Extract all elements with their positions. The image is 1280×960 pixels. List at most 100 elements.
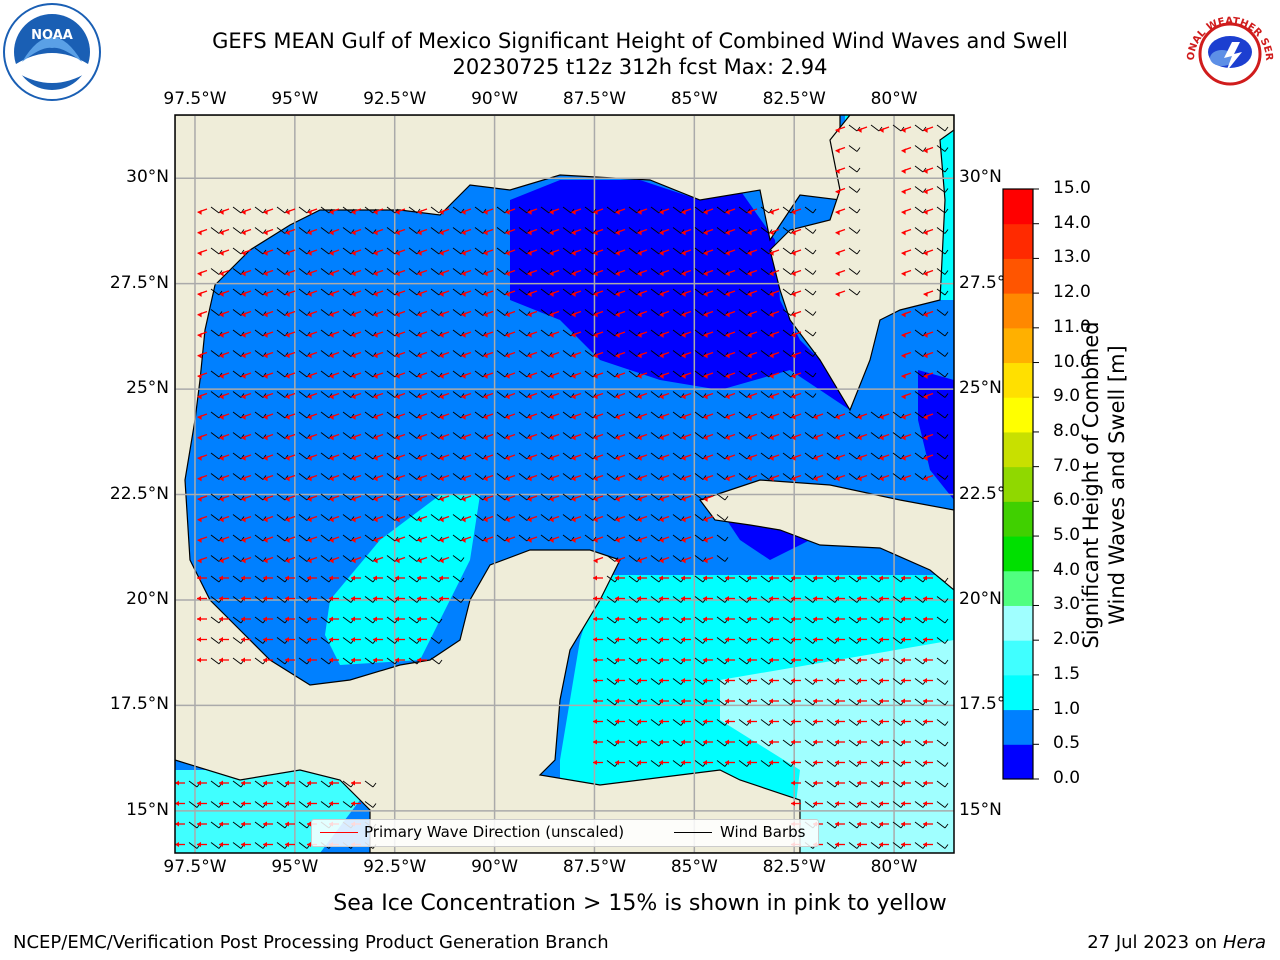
primary-wave-arrowhead: [197, 271, 202, 277]
wind-barb: [637, 329, 663, 338]
wind-barb: [637, 514, 663, 523]
primary-wave-arrowhead: [923, 760, 927, 765]
colorbar-tick-label: 13.0: [1053, 247, 1091, 268]
wind-barb: [263, 288, 289, 297]
wind-barb-staff: [276, 309, 289, 316]
primary-wave-arrowhead: [615, 698, 619, 704]
wind-barb: [307, 329, 333, 338]
wind-barb: [197, 288, 223, 297]
wind-barb-staff: [210, 309, 223, 316]
wind-barb: [571, 432, 597, 441]
primary-wave-arrowhead: [901, 678, 905, 683]
primary-wave-arrowhead: [373, 517, 378, 523]
primary-wave-arrowhead: [681, 250, 686, 256]
wind-barb-staff: [914, 411, 927, 419]
wind-barb-staff: [298, 493, 311, 501]
wind-barb-staff: [628, 288, 641, 296]
wind-barb: [351, 309, 377, 318]
primary-wave-arrowhead: [219, 209, 224, 215]
wind-barb: [791, 309, 817, 318]
wind-barb: [527, 432, 553, 441]
wind-barb-staff: [320, 227, 333, 234]
wind-barb: [527, 534, 553, 543]
wind-barb: [439, 555, 465, 564]
wind-barb-staff: [804, 247, 817, 255]
wind-barb-staff: [584, 411, 597, 419]
primary-wave-arrowhead: [351, 537, 356, 543]
wind-barb-staff: [760, 350, 773, 357]
primary-wave-arrowhead: [747, 291, 752, 297]
wind-barb: [263, 391, 289, 400]
primary-wave-arrowhead: [527, 414, 532, 420]
wind-barb: [703, 411, 729, 420]
wind-barb: [703, 370, 729, 379]
primary-wave-arrowhead: [879, 780, 883, 786]
primary-wave-arrowhead: [769, 209, 774, 215]
wind-barb: [219, 514, 245, 523]
map-frame: [174, 114, 955, 854]
wind-barb: [285, 452, 311, 461]
primary-wave-arrowhead: [703, 353, 708, 359]
wind-barb: [681, 247, 707, 256]
wind-barb-staff: [232, 534, 245, 542]
wind-barb-staff: [782, 432, 795, 439]
wind-barb: [681, 227, 707, 236]
wind-barb-staff: [694, 411, 707, 419]
primary-wave-arrowhead: [615, 496, 620, 502]
wind-barb-staff: [936, 186, 949, 193]
primary-wave-arrowhead: [879, 127, 884, 133]
wind-barb-staff: [716, 370, 729, 378]
wind-barb-staff: [298, 227, 311, 234]
wind-barb: [417, 391, 443, 400]
primary-wave-arrowhead: [681, 678, 685, 683]
primary-wave-arrowhead: [681, 332, 686, 338]
wind-barb: [307, 555, 333, 564]
wind-barb-staff: [694, 309, 707, 316]
wind-barb-staff: [364, 452, 377, 460]
wind-barb: [923, 616, 949, 624]
wind-barb-staff: [826, 452, 839, 460]
primary-wave-arrowhead: [395, 230, 400, 236]
primary-wave-arrowhead: [439, 558, 444, 564]
primary-wave-arrowhead: [615, 230, 620, 236]
wind-barb: [373, 534, 399, 543]
primary-wave-arrowhead: [483, 250, 488, 256]
wind-barb: [241, 329, 267, 338]
primary-wave-arrowhead: [923, 821, 927, 827]
wind-barb-staff: [540, 247, 553, 255]
wind-barb-staff: [254, 555, 267, 562]
wind-barb: [307, 432, 333, 441]
primary-wave-arrowhead: [813, 719, 817, 724]
wind-barb-staff: [716, 473, 729, 480]
primary-wave-arrowhead: [395, 209, 400, 215]
wind-barb-staff: [452, 534, 465, 542]
wind-barb-staff: [232, 350, 245, 357]
wind-barb: [483, 514, 509, 523]
wind-barb-staff: [782, 206, 795, 214]
primary-wave-arrowhead: [373, 476, 378, 482]
primary-wave-arrowhead: [703, 230, 708, 236]
wind-barb-staff: [320, 411, 333, 419]
wind-barb-staff: [760, 288, 773, 296]
wind-barb: [571, 493, 597, 502]
wind-barb-staff: [650, 514, 663, 521]
primary-wave-arrowhead: [549, 373, 554, 379]
wind-barb-staff: [474, 309, 487, 316]
primary-wave-arrowhead: [439, 353, 444, 359]
primary-wave-arrowhead: [725, 719, 729, 724]
primary-wave-arrowhead: [285, 271, 290, 277]
primary-wave-arrowhead: [461, 353, 466, 359]
wind-barb-staff: [430, 227, 443, 234]
primary-wave-arrowhead: [329, 353, 334, 359]
wind-barb-staff: [364, 555, 377, 562]
wind-barb-staff: [232, 370, 245, 378]
wind-barb: [637, 473, 663, 482]
primary-wave-arrowhead: [285, 250, 290, 256]
wind-barb-staff: [518, 329, 531, 337]
primary-wave-arrowhead: [329, 596, 333, 601]
primary-wave-arrowhead: [769, 230, 774, 236]
wind-barb-staff: [826, 473, 839, 480]
wind-barb: [461, 473, 487, 482]
wind-barb: [901, 329, 927, 338]
wind-barb-staff: [672, 534, 685, 542]
